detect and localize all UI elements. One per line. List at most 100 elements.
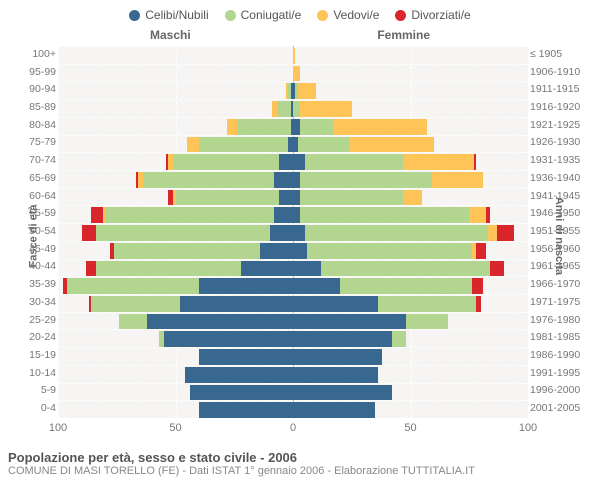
age-label: 10-14 bbox=[4, 367, 56, 379]
bar-male bbox=[190, 385, 293, 401]
bar-female bbox=[293, 66, 300, 82]
bar-female bbox=[293, 314, 448, 330]
bar-male bbox=[166, 154, 293, 170]
birth-label: 1961-1965 bbox=[530, 260, 596, 272]
bar-female bbox=[293, 119, 427, 135]
bar-female bbox=[293, 402, 375, 418]
birth-label: 1986-1990 bbox=[530, 349, 596, 361]
age-label: 0-4 bbox=[4, 402, 56, 414]
birth-label: 1976-1980 bbox=[530, 314, 596, 326]
header-male: Maschi bbox=[150, 28, 191, 42]
chart-footer: Popolazione per età, sesso e stato civil… bbox=[0, 446, 600, 477]
legend-label: Coniugati/e bbox=[241, 8, 302, 22]
bar-male bbox=[272, 101, 293, 117]
age-label: 80-84 bbox=[4, 119, 56, 131]
legend-dot bbox=[395, 10, 406, 21]
legend: Celibi/Nubili Coniugati/e Vedovi/e Divorzia… bbox=[0, 0, 600, 26]
x-tick-label: 100 bbox=[49, 422, 67, 434]
bar-male bbox=[63, 278, 293, 294]
age-label: 40-44 bbox=[4, 260, 56, 272]
birth-label: 1926-1930 bbox=[530, 136, 596, 148]
bar-male bbox=[199, 402, 293, 418]
bar-male bbox=[91, 207, 293, 223]
population-pyramid: Maschi Femmine Fasce di età Anni di nasc… bbox=[0, 26, 600, 446]
header-female: Femmine bbox=[377, 28, 430, 42]
bar-male bbox=[168, 190, 293, 206]
legend-item: Divorziati/e bbox=[395, 8, 470, 22]
bar-female bbox=[293, 296, 481, 312]
legend-item: Vedovi/e bbox=[317, 8, 379, 22]
bar-male bbox=[136, 172, 293, 188]
bar-female bbox=[293, 172, 483, 188]
legend-dot bbox=[317, 10, 328, 21]
legend-label: Divorziati/e bbox=[411, 8, 470, 22]
bar-male bbox=[159, 331, 293, 347]
bar-male bbox=[187, 137, 293, 153]
birth-label: 1941-1945 bbox=[530, 190, 596, 202]
bar-male bbox=[227, 119, 293, 135]
birth-label: 1991-1995 bbox=[530, 367, 596, 379]
bar-female bbox=[293, 207, 490, 223]
age-label: 30-34 bbox=[4, 296, 56, 308]
birth-label: 1951-1955 bbox=[530, 225, 596, 237]
bar-female bbox=[293, 331, 406, 347]
bar-female bbox=[293, 278, 483, 294]
x-tick-label: 100 bbox=[519, 422, 537, 434]
bar-female bbox=[293, 349, 382, 365]
birth-label: 1996-2000 bbox=[530, 384, 596, 396]
x-tick-label: 50 bbox=[404, 422, 416, 434]
age-label: 55-59 bbox=[4, 207, 56, 219]
age-label: 45-49 bbox=[4, 243, 56, 255]
bar-female bbox=[293, 225, 514, 241]
age-label: 95-99 bbox=[4, 66, 56, 78]
bar-male bbox=[119, 314, 293, 330]
age-label: 60-64 bbox=[4, 190, 56, 202]
birth-label: 1906-1910 bbox=[530, 66, 596, 78]
birth-label: 1921-1925 bbox=[530, 119, 596, 131]
bar-male bbox=[199, 349, 293, 365]
legend-dot bbox=[225, 10, 236, 21]
bar-female bbox=[293, 243, 486, 259]
legend-item: Celibi/Nubili bbox=[129, 8, 208, 22]
bar-male bbox=[82, 225, 293, 241]
bar-male bbox=[286, 83, 293, 99]
chart-title: Popolazione per età, sesso e stato civil… bbox=[8, 450, 592, 465]
birth-label: 1931-1935 bbox=[530, 154, 596, 166]
legend-dot bbox=[129, 10, 140, 21]
bar-male bbox=[89, 296, 293, 312]
age-label: 90-94 bbox=[4, 83, 56, 95]
bar-male bbox=[86, 261, 293, 277]
birth-label: 1956-1960 bbox=[530, 243, 596, 255]
bar-female bbox=[293, 101, 352, 117]
age-label: 100+ bbox=[4, 48, 56, 60]
birth-label: ≤ 1905 bbox=[530, 48, 596, 60]
age-label: 50-54 bbox=[4, 225, 56, 237]
age-label: 25-29 bbox=[4, 314, 56, 326]
age-label: 85-89 bbox=[4, 101, 56, 113]
legend-label: Vedovi/e bbox=[333, 8, 379, 22]
birth-label: 1981-1985 bbox=[530, 331, 596, 343]
age-label: 20-24 bbox=[4, 331, 56, 343]
bar-female bbox=[293, 190, 422, 206]
legend-item: Coniugati/e bbox=[225, 8, 302, 22]
birth-label: 2001-2005 bbox=[530, 402, 596, 414]
bar-female bbox=[293, 137, 434, 153]
age-label: 5-9 bbox=[4, 384, 56, 396]
birth-label: 1911-1915 bbox=[530, 83, 596, 95]
plot-area bbox=[58, 46, 528, 418]
birth-label: 1966-1970 bbox=[530, 278, 596, 290]
birth-label: 1936-1940 bbox=[530, 172, 596, 184]
age-label: 35-39 bbox=[4, 278, 56, 290]
chart-source: COMUNE DI MASI TORELLO (FE) - Dati ISTAT… bbox=[8, 465, 592, 477]
age-label: 65-69 bbox=[4, 172, 56, 184]
age-label: 15-19 bbox=[4, 349, 56, 361]
age-label: 75-79 bbox=[4, 136, 56, 148]
bar-female bbox=[293, 367, 378, 383]
bar-male bbox=[185, 367, 293, 383]
legend-label: Celibi/Nubili bbox=[145, 8, 208, 22]
bar-female bbox=[293, 83, 316, 99]
x-tick-label: 0 bbox=[290, 422, 296, 434]
birth-label: 1916-1920 bbox=[530, 101, 596, 113]
bar-female bbox=[293, 48, 295, 64]
bar-female bbox=[293, 261, 504, 277]
